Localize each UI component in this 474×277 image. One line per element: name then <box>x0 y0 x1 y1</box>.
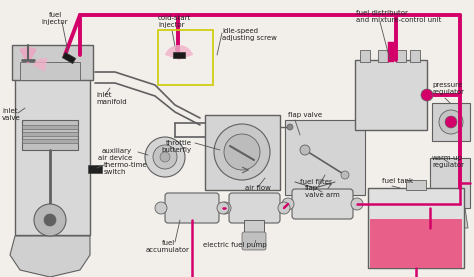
Bar <box>22 132 78 136</box>
Circle shape <box>34 204 66 236</box>
Text: flap valve: flap valve <box>288 112 322 118</box>
Text: pressure
regulator: pressure regulator <box>432 82 464 95</box>
FancyBboxPatch shape <box>229 193 280 223</box>
Bar <box>378 50 388 62</box>
Bar <box>355 60 427 130</box>
Bar <box>396 50 406 62</box>
Bar <box>406 180 426 190</box>
Text: fuel
accumulator: fuel accumulator <box>146 240 190 253</box>
Text: air flow: air flow <box>245 185 271 191</box>
Bar <box>158 30 213 85</box>
Circle shape <box>153 145 177 169</box>
Circle shape <box>219 202 231 214</box>
Text: fuel filter: fuel filter <box>300 179 332 185</box>
Bar <box>22 139 78 143</box>
Bar <box>368 188 464 268</box>
Bar <box>20 62 80 80</box>
Circle shape <box>282 198 294 210</box>
Bar <box>285 120 365 195</box>
Bar <box>447 228 453 236</box>
Circle shape <box>44 214 56 226</box>
Text: thermo-time
switch: thermo-time switch <box>104 162 147 175</box>
Circle shape <box>278 202 290 214</box>
Bar <box>15 55 90 235</box>
Wedge shape <box>165 45 193 60</box>
Circle shape <box>145 137 185 177</box>
Circle shape <box>217 202 229 214</box>
Text: fuel tank: fuel tank <box>382 178 413 184</box>
Circle shape <box>445 116 457 128</box>
Text: warm-up
regulator: warm-up regulator <box>432 155 464 168</box>
Bar <box>430 158 470 208</box>
Bar <box>360 50 370 62</box>
Circle shape <box>155 202 167 214</box>
Circle shape <box>214 124 270 180</box>
Text: cold-start
injector: cold-start injector <box>158 15 191 28</box>
Wedge shape <box>19 47 37 65</box>
Circle shape <box>439 110 463 134</box>
Bar <box>62 52 76 64</box>
Text: throttle
butterfly: throttle butterfly <box>162 140 192 153</box>
FancyBboxPatch shape <box>292 189 353 219</box>
Text: idle-speed
adjusting screw: idle-speed adjusting screw <box>222 28 277 41</box>
Circle shape <box>287 124 293 130</box>
Text: electric fuel pump: electric fuel pump <box>203 242 267 248</box>
Bar <box>22 125 78 129</box>
Circle shape <box>341 171 349 179</box>
Text: fuel
injector: fuel injector <box>42 12 68 25</box>
Text: flap
valve arm: flap valve arm <box>305 185 340 198</box>
FancyBboxPatch shape <box>165 193 219 223</box>
Circle shape <box>351 198 363 210</box>
Bar <box>173 52 185 58</box>
Bar <box>388 42 394 62</box>
Bar <box>22 120 78 150</box>
PathPatch shape <box>10 236 90 277</box>
Circle shape <box>300 145 310 155</box>
Circle shape <box>421 89 433 101</box>
Bar <box>410 50 420 62</box>
Bar <box>12 45 93 80</box>
Circle shape <box>160 152 170 162</box>
Wedge shape <box>33 58 47 72</box>
Bar <box>432 103 470 141</box>
FancyBboxPatch shape <box>242 232 266 250</box>
Bar <box>205 115 280 190</box>
Text: inlet
manifold: inlet manifold <box>96 92 127 105</box>
Polygon shape <box>432 208 468 228</box>
Bar <box>244 220 264 248</box>
Bar <box>370 219 462 268</box>
Text: auxiliary
air device: auxiliary air device <box>98 148 132 161</box>
Circle shape <box>224 134 260 170</box>
Bar <box>88 165 102 173</box>
Text: inlet
valve: inlet valve <box>2 108 21 121</box>
Text: fuel distributor
and mixture-control unit: fuel distributor and mixture-control uni… <box>356 10 441 23</box>
